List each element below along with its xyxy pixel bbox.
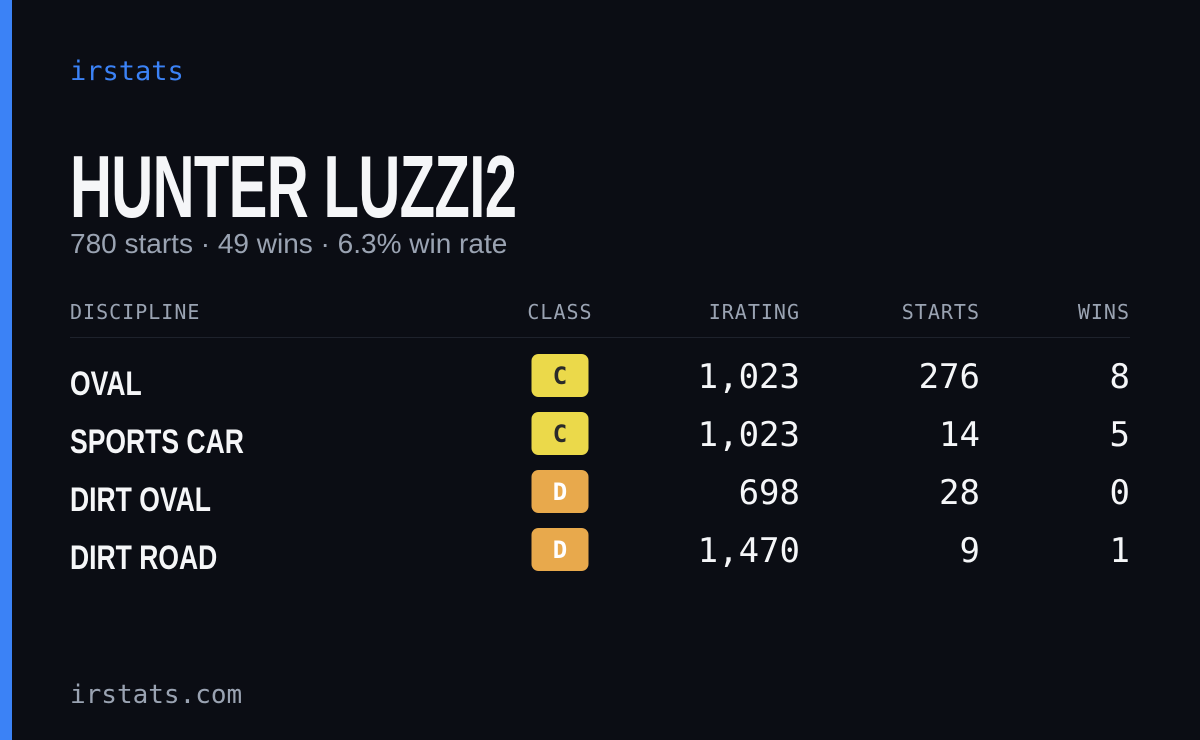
starts: 9 <box>959 531 980 571</box>
class-badge: C <box>531 412 589 455</box>
header-rule <box>70 337 1130 338</box>
wins: 1 <box>1109 531 1130 571</box>
discipline: SPORTS CAR <box>70 423 244 461</box>
discipline: OVAL <box>70 365 142 403</box>
starts: 14 <box>939 415 980 455</box>
wins: 5 <box>1109 415 1130 455</box>
accent-bar <box>0 0 12 740</box>
column-header: IRATING <box>708 300 800 324</box>
class-badge: D <box>531 470 589 513</box>
column-header: STARTS <box>901 300 980 324</box>
wins: 8 <box>1109 357 1130 397</box>
column-header: WINS <box>1077 300 1130 324</box>
irating: 1,023 <box>697 357 800 397</box>
irating: 1,470 <box>697 531 800 571</box>
title: HUNTER LUZZI2 <box>70 137 517 236</box>
starts: 28 <box>939 473 980 513</box>
column-header: CLASS <box>527 300 593 324</box>
discipline: DIRT OVAL <box>70 481 211 519</box>
column-header: DISCIPLINE <box>70 300 201 324</box>
irating: 1,023 <box>697 415 800 455</box>
wins: 0 <box>1109 473 1130 513</box>
starts: 276 <box>918 357 980 397</box>
irating: 698 <box>738 473 800 513</box>
discipline: DIRT ROAD <box>70 539 218 577</box>
class-badge: C <box>531 354 589 397</box>
class-badge: D <box>531 528 589 571</box>
footer: irstats.com <box>70 680 243 710</box>
brand: irstats <box>70 56 184 87</box>
subtitle: 780 starts · 49 wins · 6.3% win rate <box>70 228 508 259</box>
